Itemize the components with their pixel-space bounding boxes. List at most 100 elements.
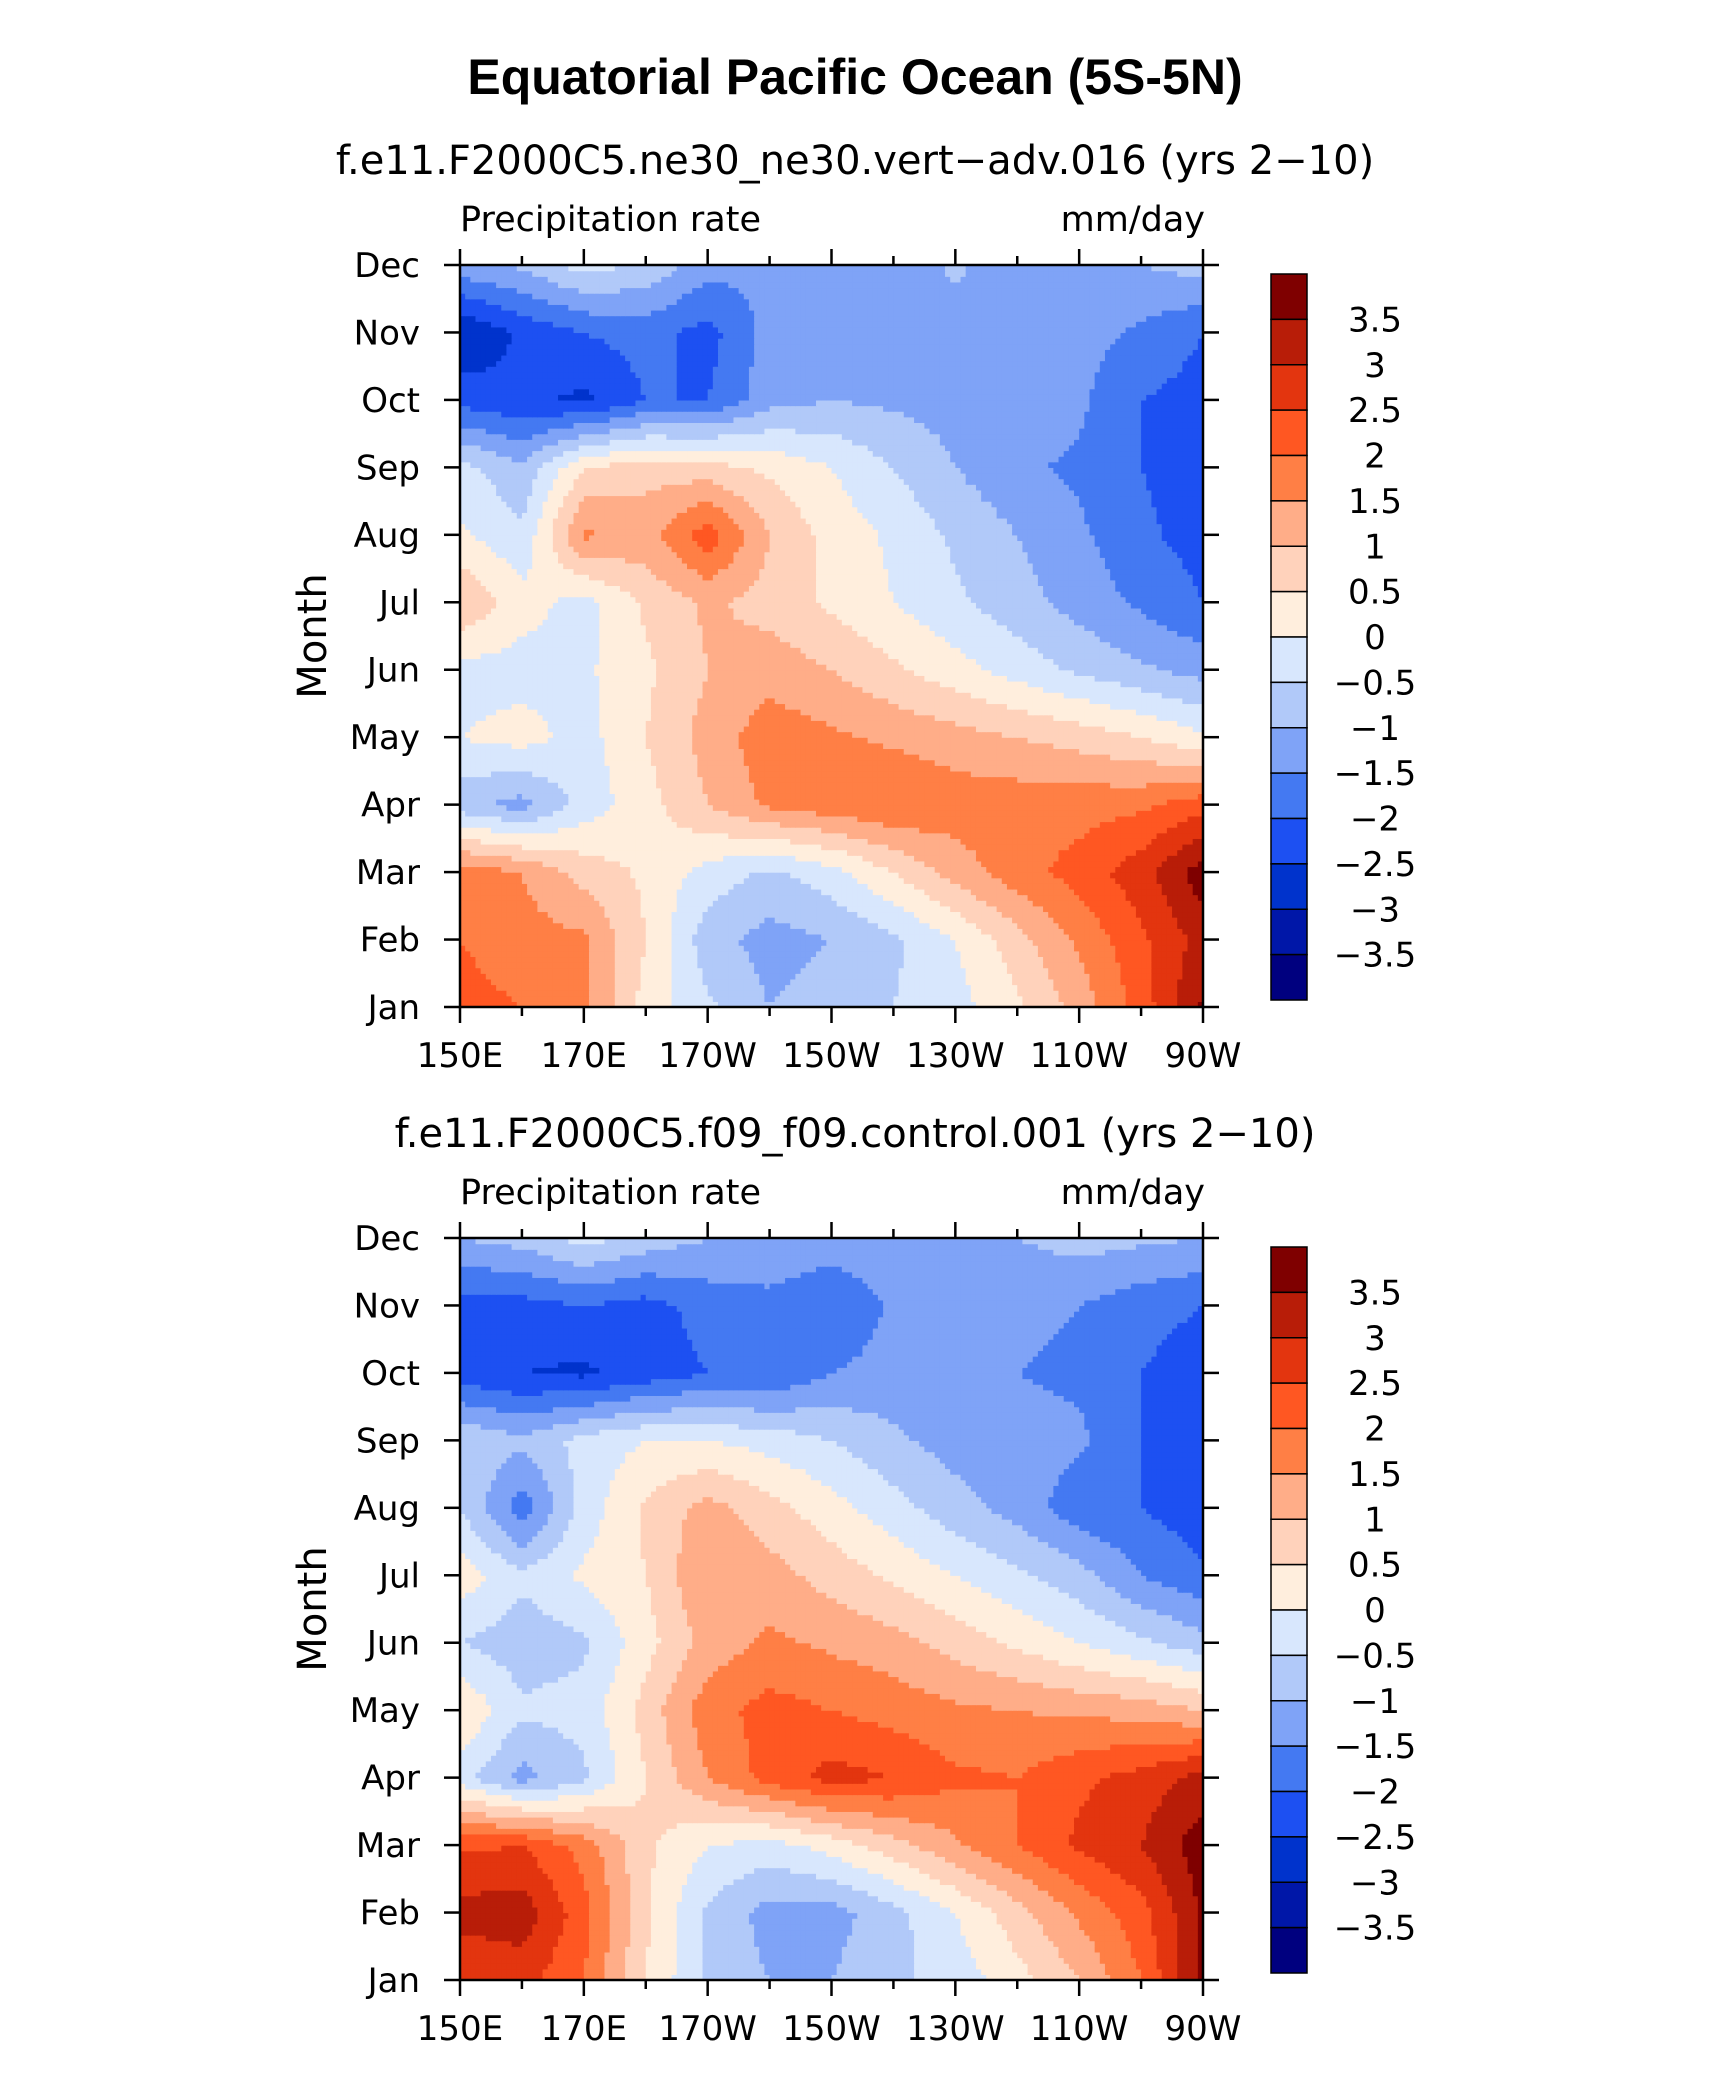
- contour-cell: [1161, 877, 1168, 884]
- contour-cell: [1094, 922, 1101, 929]
- contour-cell: [965, 815, 972, 823]
- contour-cell: [516, 945, 523, 952]
- contour-cell: [872, 995, 879, 1002]
- contour-cell: [816, 917, 822, 924]
- contour-cell: [542, 911, 549, 918]
- contour-cell: [1084, 933, 1091, 941]
- contour-cell: [521, 827, 528, 834]
- contour-cell: [558, 928, 564, 935]
- contour-cell: [790, 872, 796, 879]
- contour-cell: [1063, 883, 1070, 890]
- contour-cell: [774, 1001, 781, 1008]
- contour-cell: [821, 900, 827, 907]
- contour-cell: [594, 962, 600, 969]
- contour-cell: [877, 888, 884, 896]
- contour-cell: [1135, 917, 1142, 924]
- contour-cell: [862, 900, 869, 907]
- contour-cell: [826, 984, 833, 991]
- contour-cell: [1120, 905, 1127, 913]
- contour-cell: [1146, 872, 1152, 879]
- contour-cell: [552, 866, 559, 873]
- contour-cell: [960, 984, 967, 991]
- contour-cell: [681, 962, 688, 969]
- contour-cell: [588, 922, 595, 929]
- contour-cell: [1115, 984, 1122, 991]
- contour-cell: [511, 855, 518, 862]
- contour-cell: [496, 1001, 502, 1008]
- contour-cell: [939, 917, 946, 924]
- contour-cell: [810, 984, 817, 991]
- contour-cell: [671, 860, 678, 868]
- contour-cell: [1182, 1001, 1189, 1008]
- contour-cell: [1053, 945, 1060, 952]
- contour-cell: [903, 922, 910, 929]
- contour-cell: [1079, 838, 1085, 845]
- contour-cell: [945, 888, 951, 896]
- contour-cell: [795, 984, 802, 991]
- contour-cell: [857, 1001, 864, 1008]
- contour-cell: [1166, 832, 1173, 839]
- contour-cell: [661, 984, 667, 991]
- contour-cell: [1094, 962, 1101, 969]
- contour-field: [460, 265, 1204, 1008]
- contour-cell: [676, 1001, 683, 1008]
- contour-cell: [769, 995, 776, 1002]
- contour-cell: [1063, 928, 1070, 935]
- contour-cell: [852, 905, 858, 913]
- contour-cell: [630, 900, 637, 907]
- contour-cell: [1027, 872, 1034, 879]
- contour-cell: [1084, 866, 1091, 873]
- contour-cell: [836, 939, 843, 946]
- contour-cell: [1099, 832, 1106, 839]
- contour-cell: [785, 872, 791, 879]
- contour-cell: [619, 843, 626, 851]
- contour-cell: [547, 810, 554, 817]
- contour-cell: [496, 984, 502, 991]
- contour-cell: [877, 843, 884, 851]
- contour-cell: [991, 950, 998, 958]
- contour-cell: [1135, 849, 1142, 856]
- contour-cell: [919, 1001, 925, 1008]
- contour-cell: [1161, 872, 1168, 879]
- contour-cell: [676, 928, 683, 935]
- contour-cell: [738, 838, 745, 845]
- contour-cell: [1172, 838, 1178, 845]
- contour-cell: [1135, 945, 1142, 952]
- contour-cell: [960, 917, 967, 924]
- contour-cell: [1006, 900, 1013, 907]
- contour-cell: [490, 1001, 497, 1008]
- contour-cell: [810, 945, 817, 952]
- contour-cell: [950, 849, 956, 856]
- contour-cell: [975, 990, 982, 997]
- contour-cell: [785, 860, 791, 868]
- contour-cell: [831, 922, 838, 929]
- contour-cell: [975, 1001, 982, 1008]
- contour-cell: [465, 821, 471, 828]
- contour-cell: [1068, 945, 1075, 952]
- contour-cell: [1022, 928, 1029, 935]
- contour-cell: [795, 945, 802, 952]
- contour-cell: [805, 888, 812, 896]
- contour-cell: [475, 950, 482, 958]
- contour-cell: [707, 838, 714, 845]
- contour-cell: [707, 995, 714, 1002]
- contour-cell: [986, 843, 993, 851]
- contour-cell: [588, 849, 595, 856]
- contour-cell: [702, 922, 709, 929]
- contour-cell: [748, 838, 755, 845]
- contour-cell: [578, 950, 585, 958]
- contour-cell: [552, 883, 559, 890]
- contour-cell: [1012, 950, 1018, 958]
- contour-cell: [816, 990, 822, 997]
- contour-cell: [862, 827, 869, 834]
- contour-cell: [1094, 1001, 1101, 1008]
- contour-cell: [640, 990, 647, 997]
- contour-cell: [1037, 945, 1044, 952]
- contour-cell: [687, 928, 693, 935]
- contour-cell: [1182, 956, 1189, 963]
- contour-cell: [903, 815, 910, 823]
- contour-cell: [1182, 905, 1189, 913]
- contour-cell: [635, 860, 642, 868]
- contour-cell: [821, 984, 827, 991]
- contour-cell: [924, 922, 931, 929]
